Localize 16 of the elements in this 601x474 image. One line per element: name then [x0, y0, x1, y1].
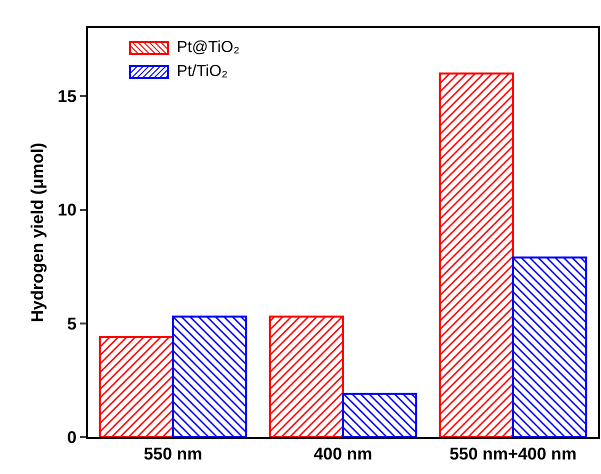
bar	[98, 336, 174, 437]
bar	[342, 392, 418, 437]
x-tick-label: 550 nm+400 nm	[449, 444, 577, 464]
y-tick-label: 0	[67, 428, 77, 447]
legend-label: Pt@TiO₂	[176, 39, 240, 58]
bar	[268, 316, 344, 437]
y-tick-label: 10	[58, 200, 77, 220]
legend-label: Pt/TiO₂	[176, 63, 228, 82]
bar	[172, 316, 248, 437]
bar	[438, 72, 514, 437]
y-axis-title: Hydrogen yield (μmol)	[28, 142, 47, 322]
x-tick-label: 400 nm	[314, 444, 372, 464]
bar	[512, 256, 588, 437]
y-tick-label: 5	[67, 314, 77, 334]
y-tick-label: 15	[58, 87, 77, 106]
x-tick-label: 550 nm	[144, 444, 202, 464]
